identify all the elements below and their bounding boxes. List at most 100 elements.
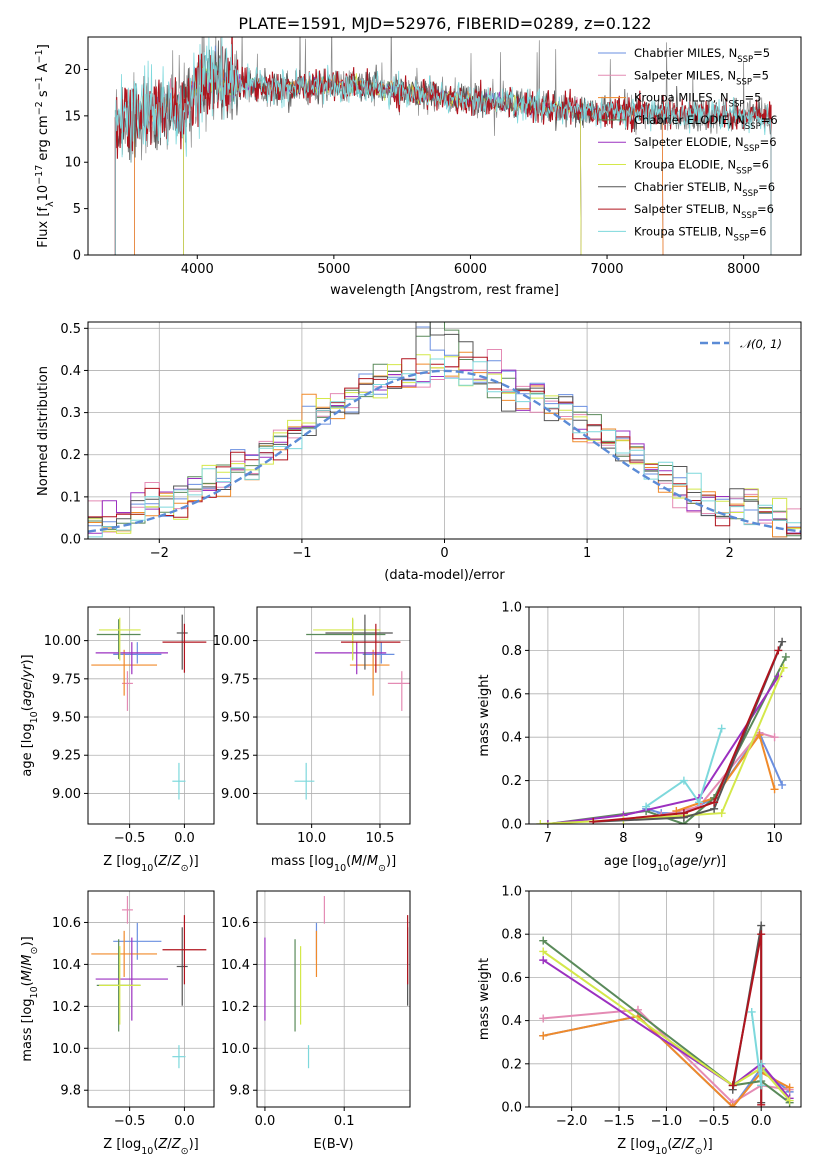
label-part: Flux [f: [36, 207, 51, 248]
tick-label-y: 10.00: [44, 634, 81, 649]
axes-frame: [528, 890, 802, 1108]
label-part: )]: [386, 854, 396, 869]
label-part: ⊙: [181, 1146, 189, 1157]
legend-text: Kroupa MILES, N: [634, 91, 729, 105]
label-part: 10: [655, 1146, 667, 1157]
legend-text: Salpeter MILES, N: [634, 68, 736, 82]
mass-weight-point: [717, 809, 726, 818]
label-part: M: [20, 954, 35, 965]
mass-weight-point: [539, 947, 548, 956]
axes-mass-vs-EBV: 0.0 0.1 9.8 10.0 10.2 10.4 10.6 E(B-V): [221, 890, 411, 1152]
tick-label-x: −2.0: [556, 1114, 588, 1129]
axes-massweight-vs-Z: −2.0 −1.5 −1.0 −0.5 0.0 0.0 0.2 0.4 0.6 0.8 1.0 Z […: [477, 885, 802, 1157]
mass-weight-point: [695, 798, 703, 807]
mass-weight-line: [542, 939, 791, 1104]
tick-label-y: 0.2: [60, 448, 81, 463]
legend-entry: Kroupa MILES, NSSP=5: [634, 91, 761, 110]
tick-label-y: 10.2: [221, 1000, 250, 1015]
tick-label-x: 8: [619, 831, 627, 846]
label-part: ⊙: [695, 1146, 703, 1157]
mass-weight-point: [781, 652, 790, 661]
tick-label-y: 0.4: [501, 1014, 522, 1029]
label-part: 10: [29, 986, 40, 998]
tick-label-y: 9.75: [52, 672, 81, 687]
tick-label-y: 10.4: [52, 958, 81, 973]
tick-label-x: 0.0: [174, 831, 195, 846]
tick-label-y: 0.2: [501, 774, 522, 789]
label-part: ]: [36, 44, 51, 49]
label-part: (: [20, 706, 35, 711]
legend-text: Salpeter ELODIE, N: [634, 135, 744, 149]
tick-label-x: 0.0: [751, 1114, 772, 1129]
label-part: A: [36, 63, 51, 76]
tick-label-x: 1: [583, 546, 591, 561]
x-axis-label: wavelength [Angstrom, rest frame]: [330, 283, 559, 298]
label-part: age [log: [604, 854, 657, 869]
tick-label-x: 0.0: [174, 1114, 195, 1129]
legend-eq: =6: [749, 224, 766, 238]
legend-eq: =5: [744, 91, 761, 105]
legend-eq: =6: [752, 158, 769, 172]
label-part: )]: [703, 1137, 713, 1152]
mass-weight-line: [547, 675, 780, 824]
tick-label-x: 9: [695, 831, 703, 846]
tick-label-y: 9.8: [229, 1084, 250, 1099]
legend-sub: SSP: [737, 55, 753, 65]
mass-weight-point: [770, 785, 779, 794]
label-part: Z: [171, 854, 182, 869]
mass-weight-point: [785, 1096, 794, 1105]
axes-frame: [256, 890, 411, 1108]
label-part: Z: [685, 1137, 696, 1152]
y-axis-label: age [log10(age/yr)]: [20, 654, 40, 776]
legend-text: Chabrier STELIB, N: [634, 180, 742, 194]
tick-label-y: 0.6: [501, 971, 522, 986]
label-part: /: [681, 1137, 686, 1152]
label-part: /: [167, 1137, 172, 1152]
histogram-series: [88, 322, 801, 535]
legend-text: Salpeter STELIB, N: [634, 202, 741, 216]
tick-label-y: 9.25: [221, 749, 250, 764]
legend-sub: SSP: [745, 122, 761, 132]
axes-frame: [87, 890, 215, 1108]
label-part: M: [20, 970, 35, 981]
label-part: /: [699, 854, 704, 869]
label-part: )]: [189, 1137, 199, 1152]
tick-label-x: 0.0: [255, 1114, 276, 1129]
tick-label-x: 7: [544, 831, 552, 846]
label-part: yr: [702, 854, 718, 869]
tick-label-x: 0: [440, 546, 448, 561]
tick-label-y: 0.2: [501, 1057, 522, 1072]
tick-label-y: 0.3: [60, 406, 81, 421]
mass-weight-point: [770, 733, 779, 742]
tick-label-y: 20: [64, 63, 81, 78]
label-part: mass [log: [20, 998, 35, 1061]
tick-label-y: 0: [73, 249, 81, 264]
mass-weight-point: [728, 1103, 737, 1107]
label-part: M: [367, 854, 378, 869]
x-axis-label: Z [log10(Z/Z⊙)]: [617, 1137, 712, 1157]
legend-sub: SSP: [742, 189, 758, 199]
legend-entry: Chabrier ELODIE, NSSP=6: [634, 113, 778, 132]
tick-label-y: 10.6: [221, 916, 250, 931]
legend-sub: SSP: [744, 144, 760, 154]
label-part: ⊙: [378, 863, 386, 874]
label-part: Z [log: [103, 854, 141, 869]
tick-label-y: 9.8: [60, 1084, 81, 1099]
mass-weight-line: [542, 959, 791, 1100]
mass-weight-point: [717, 724, 726, 733]
label-part: −17: [34, 165, 45, 185]
y-axis-label: mass weight: [477, 958, 492, 1040]
x-axis-label: (data-model)/error: [384, 568, 505, 583]
tick-label-y: 0.4: [501, 731, 522, 746]
mass-weight-point: [757, 1059, 766, 1068]
legend-sub: SSP: [729, 100, 745, 110]
label-part: mass [log: [271, 854, 334, 869]
label-part: Z: [171, 1137, 182, 1152]
label-part: M: [351, 854, 362, 869]
axes-residuals: −2 −1 0 1 2 0.0 0.1 0.2 0.3 0.4 0.5 (data-model)/er…: [36, 321, 802, 583]
legend-entry: Salpeter ELODIE, NSSP=6: [634, 135, 777, 154]
plot-area: [114, 37, 772, 255]
label-part: 10: [29, 711, 40, 723]
label-part: age [log: [20, 723, 35, 776]
mass-weight-point: [589, 817, 598, 824]
